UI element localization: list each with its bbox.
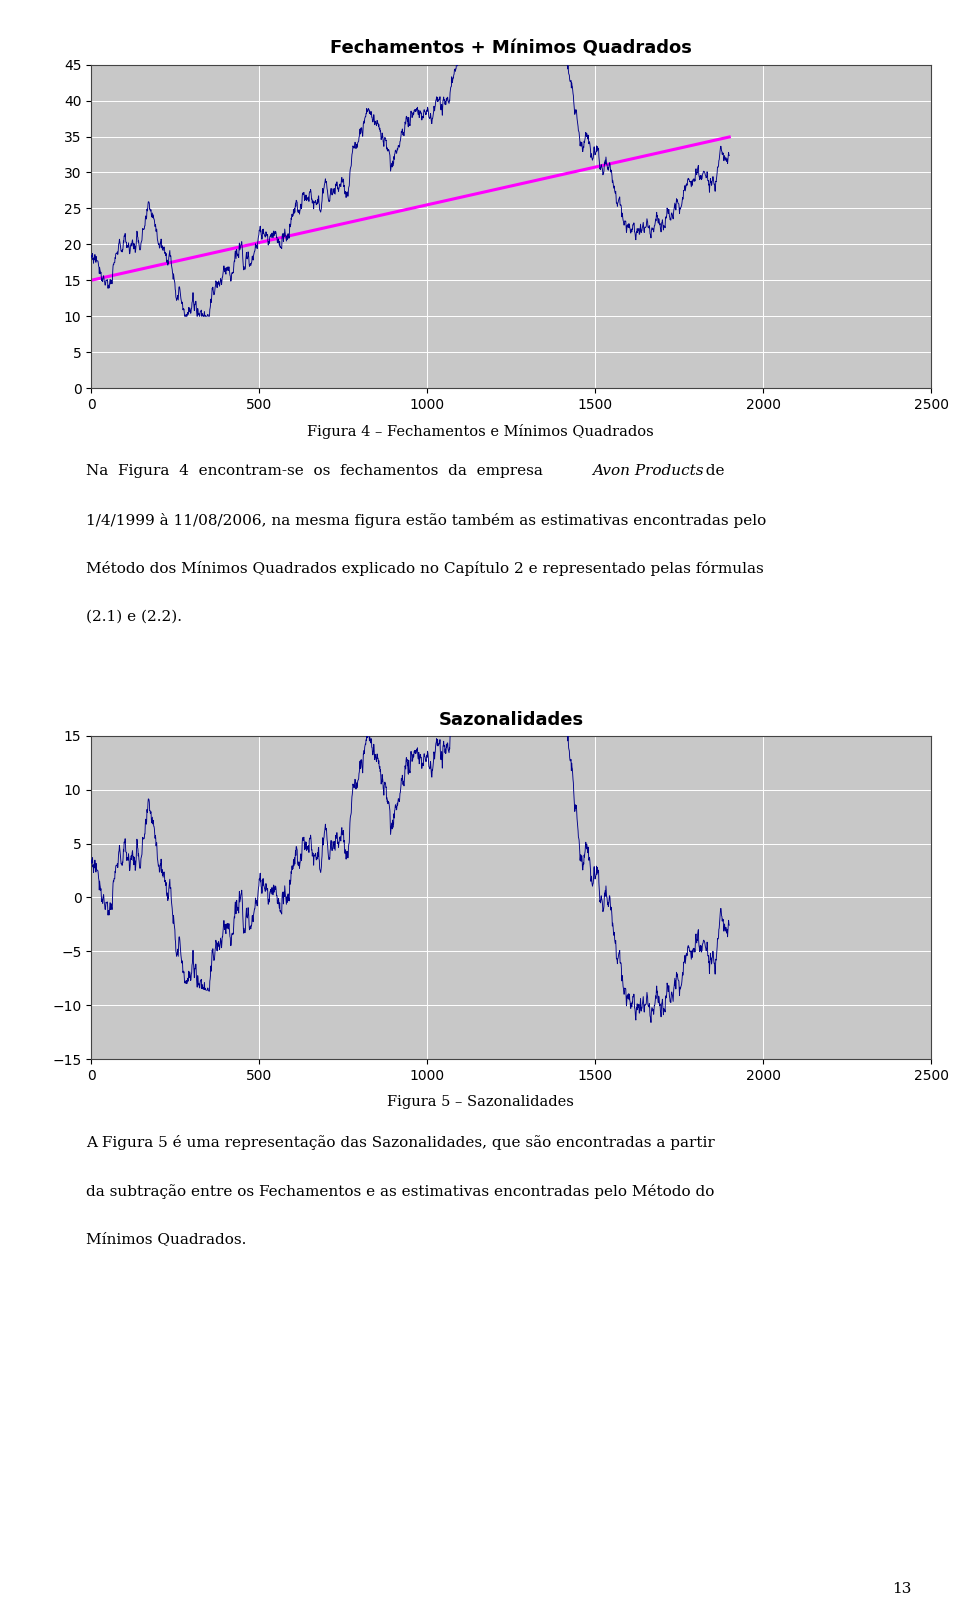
Text: Figura 5 – Sazonalidades: Figura 5 – Sazonalidades	[387, 1095, 573, 1109]
Text: 13: 13	[893, 1581, 912, 1596]
Title: Fechamentos + Mínimos Quadrados: Fechamentos + Mínimos Quadrados	[330, 39, 692, 58]
Text: da subtração entre os Fechamentos e as estimativas encontradas pelo Método do: da subtração entre os Fechamentos e as e…	[86, 1184, 715, 1198]
Text: Na  Figura  4  encontram-se  os  fechamentos  da  empresa: Na Figura 4 encontram-se os fechamentos …	[86, 464, 553, 479]
Title: Sazonalidades: Sazonalidades	[439, 710, 584, 729]
Text: Mínimos Quadrados.: Mínimos Quadrados.	[86, 1232, 247, 1247]
Text: A Figura 5 é uma representação das Sazonalidades, que são encontradas a partir: A Figura 5 é uma representação das Sazon…	[86, 1135, 715, 1150]
Text: (2.1) e (2.2).: (2.1) e (2.2).	[86, 610, 182, 624]
Text: Avon Products: Avon Products	[592, 464, 704, 479]
Text: Figura 4 – Fechamentos e Mínimos Quadrados: Figura 4 – Fechamentos e Mínimos Quadrad…	[306, 424, 654, 438]
Text: de: de	[696, 464, 725, 479]
Text: Método dos Mínimos Quadrados explicado no Capítulo 2 e representado pelas fórmul: Método dos Mínimos Quadrados explicado n…	[86, 561, 764, 576]
Text: 1/4/1999 à 11/08/2006, na mesma figura estão também as estimativas encontradas p: 1/4/1999 à 11/08/2006, na mesma figura e…	[86, 513, 767, 527]
